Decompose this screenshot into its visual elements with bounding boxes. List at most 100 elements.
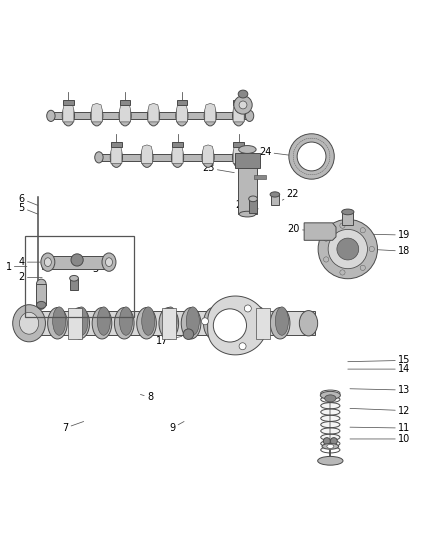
Ellipse shape [253,307,266,335]
Ellipse shape [204,308,223,339]
Bar [271,195,279,205]
Ellipse shape [91,106,103,126]
Bar [68,308,82,338]
Polygon shape [111,145,122,164]
Text: 23: 23 [202,163,234,173]
Bar [162,308,176,338]
Ellipse shape [70,276,78,281]
Ellipse shape [202,147,214,167]
Ellipse shape [204,106,216,126]
Bar [342,212,353,225]
Ellipse shape [245,110,254,122]
Ellipse shape [41,253,55,271]
Text: 24: 24 [259,147,300,157]
Polygon shape [141,145,152,164]
Ellipse shape [62,106,74,126]
Ellipse shape [137,308,156,339]
Text: 8: 8 [141,392,153,402]
Ellipse shape [342,209,354,215]
Text: 4: 4 [18,257,40,267]
Polygon shape [91,103,102,122]
Bar [177,100,187,106]
Ellipse shape [106,258,113,266]
Ellipse shape [234,96,252,114]
Polygon shape [120,103,131,122]
Ellipse shape [248,308,268,339]
Polygon shape [208,296,267,355]
Text: 13: 13 [350,385,410,395]
Ellipse shape [238,90,248,98]
Ellipse shape [325,395,336,402]
Bar [233,100,244,106]
Ellipse shape [53,307,66,335]
Ellipse shape [226,308,245,339]
Polygon shape [304,223,336,240]
Polygon shape [177,103,187,122]
Polygon shape [148,103,159,122]
Polygon shape [233,103,244,122]
Bar [63,100,74,106]
Ellipse shape [36,279,46,289]
Ellipse shape [213,309,247,342]
Bar [99,154,250,161]
Ellipse shape [299,311,318,336]
Ellipse shape [13,305,46,342]
Polygon shape [205,103,216,122]
Text: 22: 22 [283,189,299,200]
Ellipse shape [71,254,83,266]
Bar [36,284,46,305]
Ellipse shape [176,106,188,126]
Ellipse shape [239,101,247,109]
Ellipse shape [120,307,133,335]
Bar [120,100,131,106]
Ellipse shape [337,238,359,260]
Bar [249,199,257,213]
Ellipse shape [322,443,339,449]
Ellipse shape [70,308,89,339]
Text: 6: 6 [18,194,38,205]
Ellipse shape [141,147,153,167]
Ellipse shape [92,308,112,339]
Ellipse shape [318,220,378,279]
Ellipse shape [97,307,110,335]
Bar [25,236,134,317]
Polygon shape [63,103,74,122]
Bar [35,311,315,335]
Ellipse shape [249,196,258,201]
Text: 5: 5 [18,203,38,214]
Ellipse shape [289,134,334,179]
Ellipse shape [340,270,345,275]
Ellipse shape [47,110,55,122]
Text: 9: 9 [169,422,184,433]
Ellipse shape [328,229,367,269]
Text: 1: 1 [6,262,27,271]
Ellipse shape [233,106,245,126]
Ellipse shape [102,253,116,271]
Ellipse shape [233,147,245,167]
Ellipse shape [201,318,208,325]
Ellipse shape [171,147,184,167]
Ellipse shape [320,391,340,399]
Bar [70,278,78,289]
Ellipse shape [114,308,134,339]
Bar [111,142,122,147]
Ellipse shape [239,146,256,154]
Ellipse shape [340,223,345,228]
Bar [42,256,112,269]
Text: 20: 20 [287,224,315,235]
Ellipse shape [75,307,88,335]
Bar [172,142,183,147]
Ellipse shape [110,147,123,167]
Text: 3: 3 [77,264,99,273]
Ellipse shape [244,305,251,312]
Ellipse shape [48,308,67,339]
Ellipse shape [148,106,159,126]
Polygon shape [233,145,244,164]
Ellipse shape [323,438,330,445]
Ellipse shape [186,307,199,335]
Ellipse shape [231,307,244,335]
Ellipse shape [181,308,201,339]
Text: 2: 2 [18,272,42,282]
Ellipse shape [95,152,103,163]
Ellipse shape [330,438,337,445]
